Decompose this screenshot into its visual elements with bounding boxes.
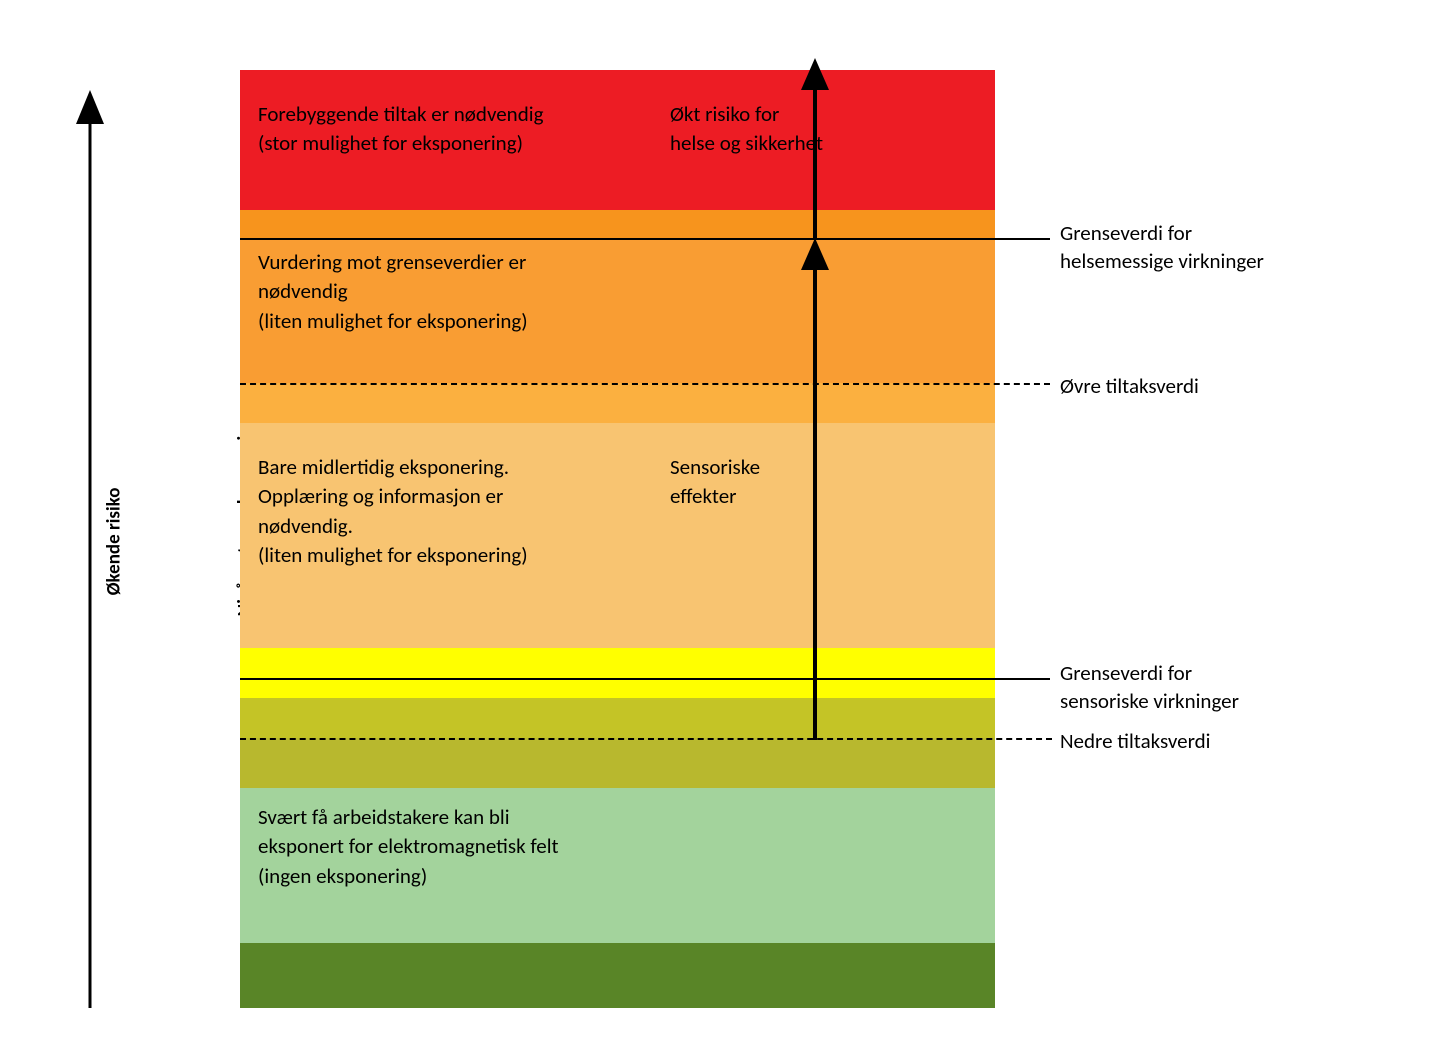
risk-chart: Forebyggende tiltak er nødvendig (stor m…	[240, 70, 995, 1010]
arrow-main	[795, 238, 835, 740]
band-dark-green	[240, 943, 995, 1008]
rl-ovre-tiltak: Øvre tiltaksverdi	[1060, 372, 1199, 400]
line-grense-helse	[240, 238, 1050, 240]
line-nedre-tiltak	[240, 738, 1052, 740]
band-orange-dark	[240, 210, 995, 238]
line-grense-sensor	[240, 678, 1050, 680]
line-ovre-tiltak	[240, 383, 1050, 385]
band-orange-light	[240, 383, 995, 423]
rl-nedre-tiltak: Nedre tiltaksverdi	[1060, 727, 1211, 755]
band-orange-left-text: Vurdering mot grenseverdier er nødvendig…	[258, 248, 528, 336]
arrow-top	[795, 58, 835, 238]
band-yellow-dark	[240, 698, 995, 738]
diagram-container: Økende risiko Nivå og type eksponering F…	[70, 50, 1410, 1020]
band-red-left-text: Forebyggende tiltak er nødvendig (stor m…	[258, 100, 543, 159]
band-olive	[240, 738, 995, 788]
rl-grense-sensor: Grenseverdi for sensoriske virkninger	[1060, 659, 1239, 716]
band-tan-right-text: Sensoriske effekter	[670, 453, 760, 512]
band-light-green-left-text: Svært få arbeidstakere kan bli eksponert…	[258, 803, 559, 891]
band-yellow	[240, 648, 995, 698]
band-tan-left-text: Bare midlertidig eksponering. Opplæring …	[258, 453, 528, 571]
rl-grense-helse: Grenseverdi for helsemessige virkninger	[1060, 219, 1264, 276]
risk-axis-label: Økende risiko	[102, 488, 125, 596]
